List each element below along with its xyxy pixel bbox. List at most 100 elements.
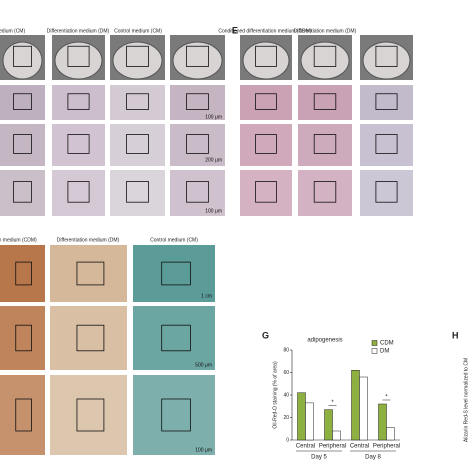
micrograph — [298, 170, 352, 216]
roi-box — [375, 45, 398, 67]
roi-box — [161, 261, 191, 286]
legend-label: CDM — [380, 341, 394, 347]
y-tick-label: 40 — [283, 392, 289, 398]
bar — [305, 402, 314, 441]
roi-box — [186, 181, 209, 203]
panel-caption: medium (CM) — [0, 28, 25, 34]
panel-caption: Control medium (CM) — [114, 28, 162, 34]
micrograph — [0, 170, 45, 216]
roi-box — [126, 134, 149, 154]
micrograph — [110, 124, 165, 166]
y-tick-label: 60 — [283, 370, 289, 376]
roi-box — [375, 181, 398, 203]
scale-bar: 100 μm — [205, 208, 222, 214]
panel-letter: H — [452, 330, 459, 340]
roi-box — [186, 93, 209, 110]
micrograph — [0, 124, 45, 166]
bar — [378, 403, 387, 441]
micrograph — [0, 245, 45, 302]
significance: * — [385, 395, 388, 401]
panel-caption: Conditioned differentiation medium (CDM) — [218, 28, 312, 34]
x-tick-label: Central — [296, 444, 315, 450]
panel-caption: Differentiation medium (DM) — [294, 28, 357, 34]
panel-letter: G — [262, 330, 269, 340]
roi-box — [67, 93, 90, 110]
roi-box — [161, 324, 191, 352]
legend-swatch — [371, 348, 378, 354]
group-label: Day 8 — [365, 455, 381, 461]
panel-caption: Differentiation medium (DM) — [47, 28, 110, 34]
micrograph — [0, 375, 45, 455]
scale-bar: 200 μm — [205, 157, 222, 163]
micrograph — [133, 306, 215, 370]
bar — [359, 376, 368, 441]
micrograph — [50, 306, 127, 370]
roi-box — [126, 45, 149, 67]
legend-swatch — [371, 340, 378, 346]
micrograph — [52, 124, 105, 166]
scale-bar: 500 μm — [195, 362, 212, 368]
roi-box — [67, 45, 90, 67]
roi-box — [375, 93, 398, 110]
x-tick-label: Peripheral — [373, 444, 400, 450]
roi-box — [313, 134, 337, 154]
micrograph — [50, 245, 127, 302]
panel-caption: Differentiation medium (DM) — [57, 237, 120, 243]
micrograph — [240, 85, 292, 120]
micrograph — [0, 85, 45, 120]
group-label: Day 5 — [311, 455, 327, 461]
roi-box — [255, 93, 277, 110]
roi-box — [13, 93, 32, 110]
roi-box — [313, 45, 337, 67]
micrograph — [50, 375, 127, 455]
roi-box — [15, 398, 32, 432]
roi-box — [375, 134, 398, 154]
y-tick-label: 20 — [283, 415, 289, 421]
roi-box — [126, 181, 149, 203]
micrograph — [360, 124, 413, 166]
roi-box — [76, 261, 105, 286]
roi-box — [67, 181, 90, 203]
roi-box — [15, 324, 32, 352]
x-tick-label: Peripheral — [319, 444, 346, 450]
dish — [242, 41, 290, 80]
micrograph — [170, 124, 225, 166]
micrograph — [110, 170, 165, 216]
bar — [297, 392, 306, 441]
micrograph — [133, 375, 215, 455]
scale-bar: 1 cm — [201, 293, 212, 299]
micrograph — [0, 306, 45, 370]
micrograph — [240, 170, 292, 216]
y-axis-label: Oil-Red-O staining (% of area) — [272, 361, 278, 429]
roi-box — [15, 261, 32, 286]
bar — [351, 370, 360, 441]
micrograph — [240, 124, 292, 166]
roi-box — [186, 134, 209, 154]
roi-box — [76, 324, 105, 352]
roi-box — [76, 398, 105, 432]
dish — [300, 41, 350, 80]
micrograph — [110, 85, 165, 120]
panel-caption: tion medium (CDM) — [0, 237, 37, 243]
dish — [362, 41, 411, 80]
dish — [112, 41, 163, 80]
bar — [324, 409, 333, 441]
scale-bar: 100 μm — [205, 114, 222, 120]
scale-bar: 100 μm — [195, 447, 212, 453]
roi-box — [13, 134, 32, 154]
dish — [2, 41, 43, 80]
roi-box — [13, 181, 32, 203]
micrograph — [133, 245, 215, 302]
legend-label: DM — [380, 349, 389, 355]
micrograph — [52, 85, 105, 120]
roi-box — [13, 45, 32, 67]
x-tick-label: Central — [350, 444, 369, 450]
micrograph — [298, 124, 352, 166]
panel-letter: E — [232, 25, 238, 35]
bar — [386, 427, 395, 441]
micrograph — [170, 170, 225, 216]
micrograph — [360, 85, 413, 120]
roi-box — [126, 93, 149, 110]
h-axis-label: Alizarin Red-S level normalized to CM — [463, 358, 469, 442]
